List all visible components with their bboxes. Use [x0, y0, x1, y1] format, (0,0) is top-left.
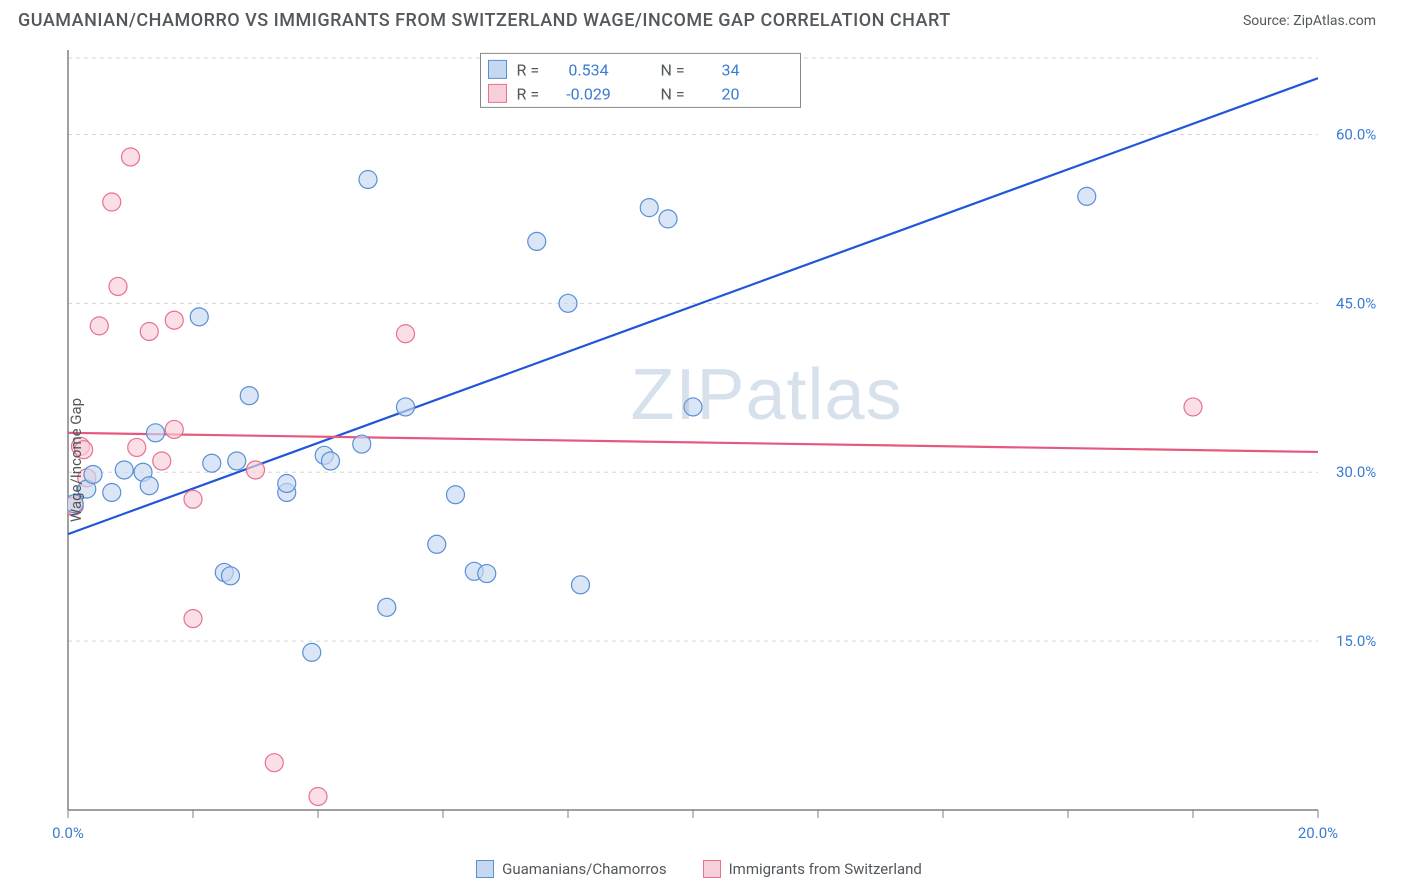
- scatter-point: [190, 308, 208, 326]
- scatter-point: [184, 610, 202, 628]
- scatter-point: [528, 232, 546, 250]
- scatter-point: [165, 420, 183, 438]
- scatter-point: [247, 461, 265, 479]
- chart-area: Wage/Income Gap 15.0% 30.0% 45.0% 60.0% 0.0%…: [18, 40, 1390, 880]
- y-axis-label: Wage/Income Gap: [67, 398, 85, 522]
- scatter-point: [140, 322, 158, 340]
- scatter-point: [265, 754, 283, 772]
- scatter-point: [559, 294, 577, 312]
- scatter-point: [303, 643, 321, 661]
- scatter-point: [122, 148, 140, 166]
- legend-item: Guamanians/Chamorros: [476, 860, 666, 878]
- scatter-point: [397, 398, 415, 416]
- scatter-point: [228, 452, 246, 470]
- scatter-point: [428, 535, 446, 553]
- scatter-point: [240, 387, 258, 405]
- scatter-point: [140, 477, 158, 495]
- legend-swatch: [476, 860, 494, 878]
- scatter-point: [684, 398, 702, 416]
- stats-swatch: [489, 84, 507, 102]
- scatter-point: [322, 452, 340, 470]
- y-tick-label: 15.0%: [1336, 632, 1376, 650]
- scatter-point: [309, 787, 327, 805]
- y-tick-label: 30.0%: [1336, 463, 1376, 481]
- chart-source: Source: ZipAtlas.com: [1243, 13, 1376, 29]
- scatter-point: [378, 598, 396, 616]
- stat-n: 34: [722, 60, 740, 79]
- scatter-plot: 15.0% 30.0% 45.0% 60.0% 0.0% 20.0% R = 0.534 N =…: [18, 40, 1388, 870]
- scatter-point: [1078, 187, 1096, 205]
- scatter-point: [222, 567, 240, 585]
- svg-text:R =: R =: [517, 84, 540, 103]
- scatter-point: [165, 311, 183, 329]
- x-tick-label: 20.0%: [1298, 824, 1338, 842]
- scatter-point: [153, 452, 171, 470]
- scatter-point: [103, 483, 121, 501]
- legend-label: Guamanians/Chamorros: [502, 860, 666, 878]
- scatter-point: [109, 277, 127, 295]
- scatter-point: [1184, 398, 1202, 416]
- scatter-point: [640, 199, 658, 217]
- scatter-point: [278, 474, 296, 492]
- legend-label: Immigrants from Switzerland: [729, 860, 922, 878]
- stat-r: -0.029: [566, 84, 611, 103]
- scatter-point: [572, 576, 590, 594]
- scatter-point: [359, 170, 377, 188]
- scatter-point: [90, 317, 108, 335]
- scatter-point: [659, 210, 677, 228]
- y-tick-label: 45.0%: [1336, 294, 1376, 312]
- stat-n: 20: [722, 84, 740, 103]
- scatter-point: [84, 465, 102, 483]
- y-tick-label: 60.0%: [1336, 125, 1376, 143]
- scatter-point: [147, 424, 165, 442]
- chart-title: GUAMANIAN/CHAMORRO VS IMMIGRANTS FROM SW…: [18, 10, 951, 31]
- svg-text:N =: N =: [661, 60, 685, 79]
- svg-text:R =: R =: [517, 60, 540, 79]
- legend: Guamanians/Chamorros Immigrants from Swit…: [68, 860, 1330, 878]
- legend-swatch: [703, 860, 721, 878]
- stat-r: 0.534: [568, 60, 608, 79]
- scatter-point: [128, 438, 146, 456]
- scatter-point: [103, 193, 121, 211]
- legend-item: Immigrants from Switzerland: [703, 860, 922, 878]
- scatter-point: [397, 325, 415, 343]
- scatter-point: [353, 435, 371, 453]
- scatter-point: [115, 461, 133, 479]
- scatter-point: [478, 565, 496, 583]
- scatter-point: [203, 454, 221, 472]
- svg-text:N =: N =: [661, 84, 685, 103]
- scatter-point: [184, 490, 202, 508]
- stats-swatch: [489, 60, 507, 78]
- scatter-point: [447, 486, 465, 504]
- x-tick-label: 0.0%: [52, 824, 84, 842]
